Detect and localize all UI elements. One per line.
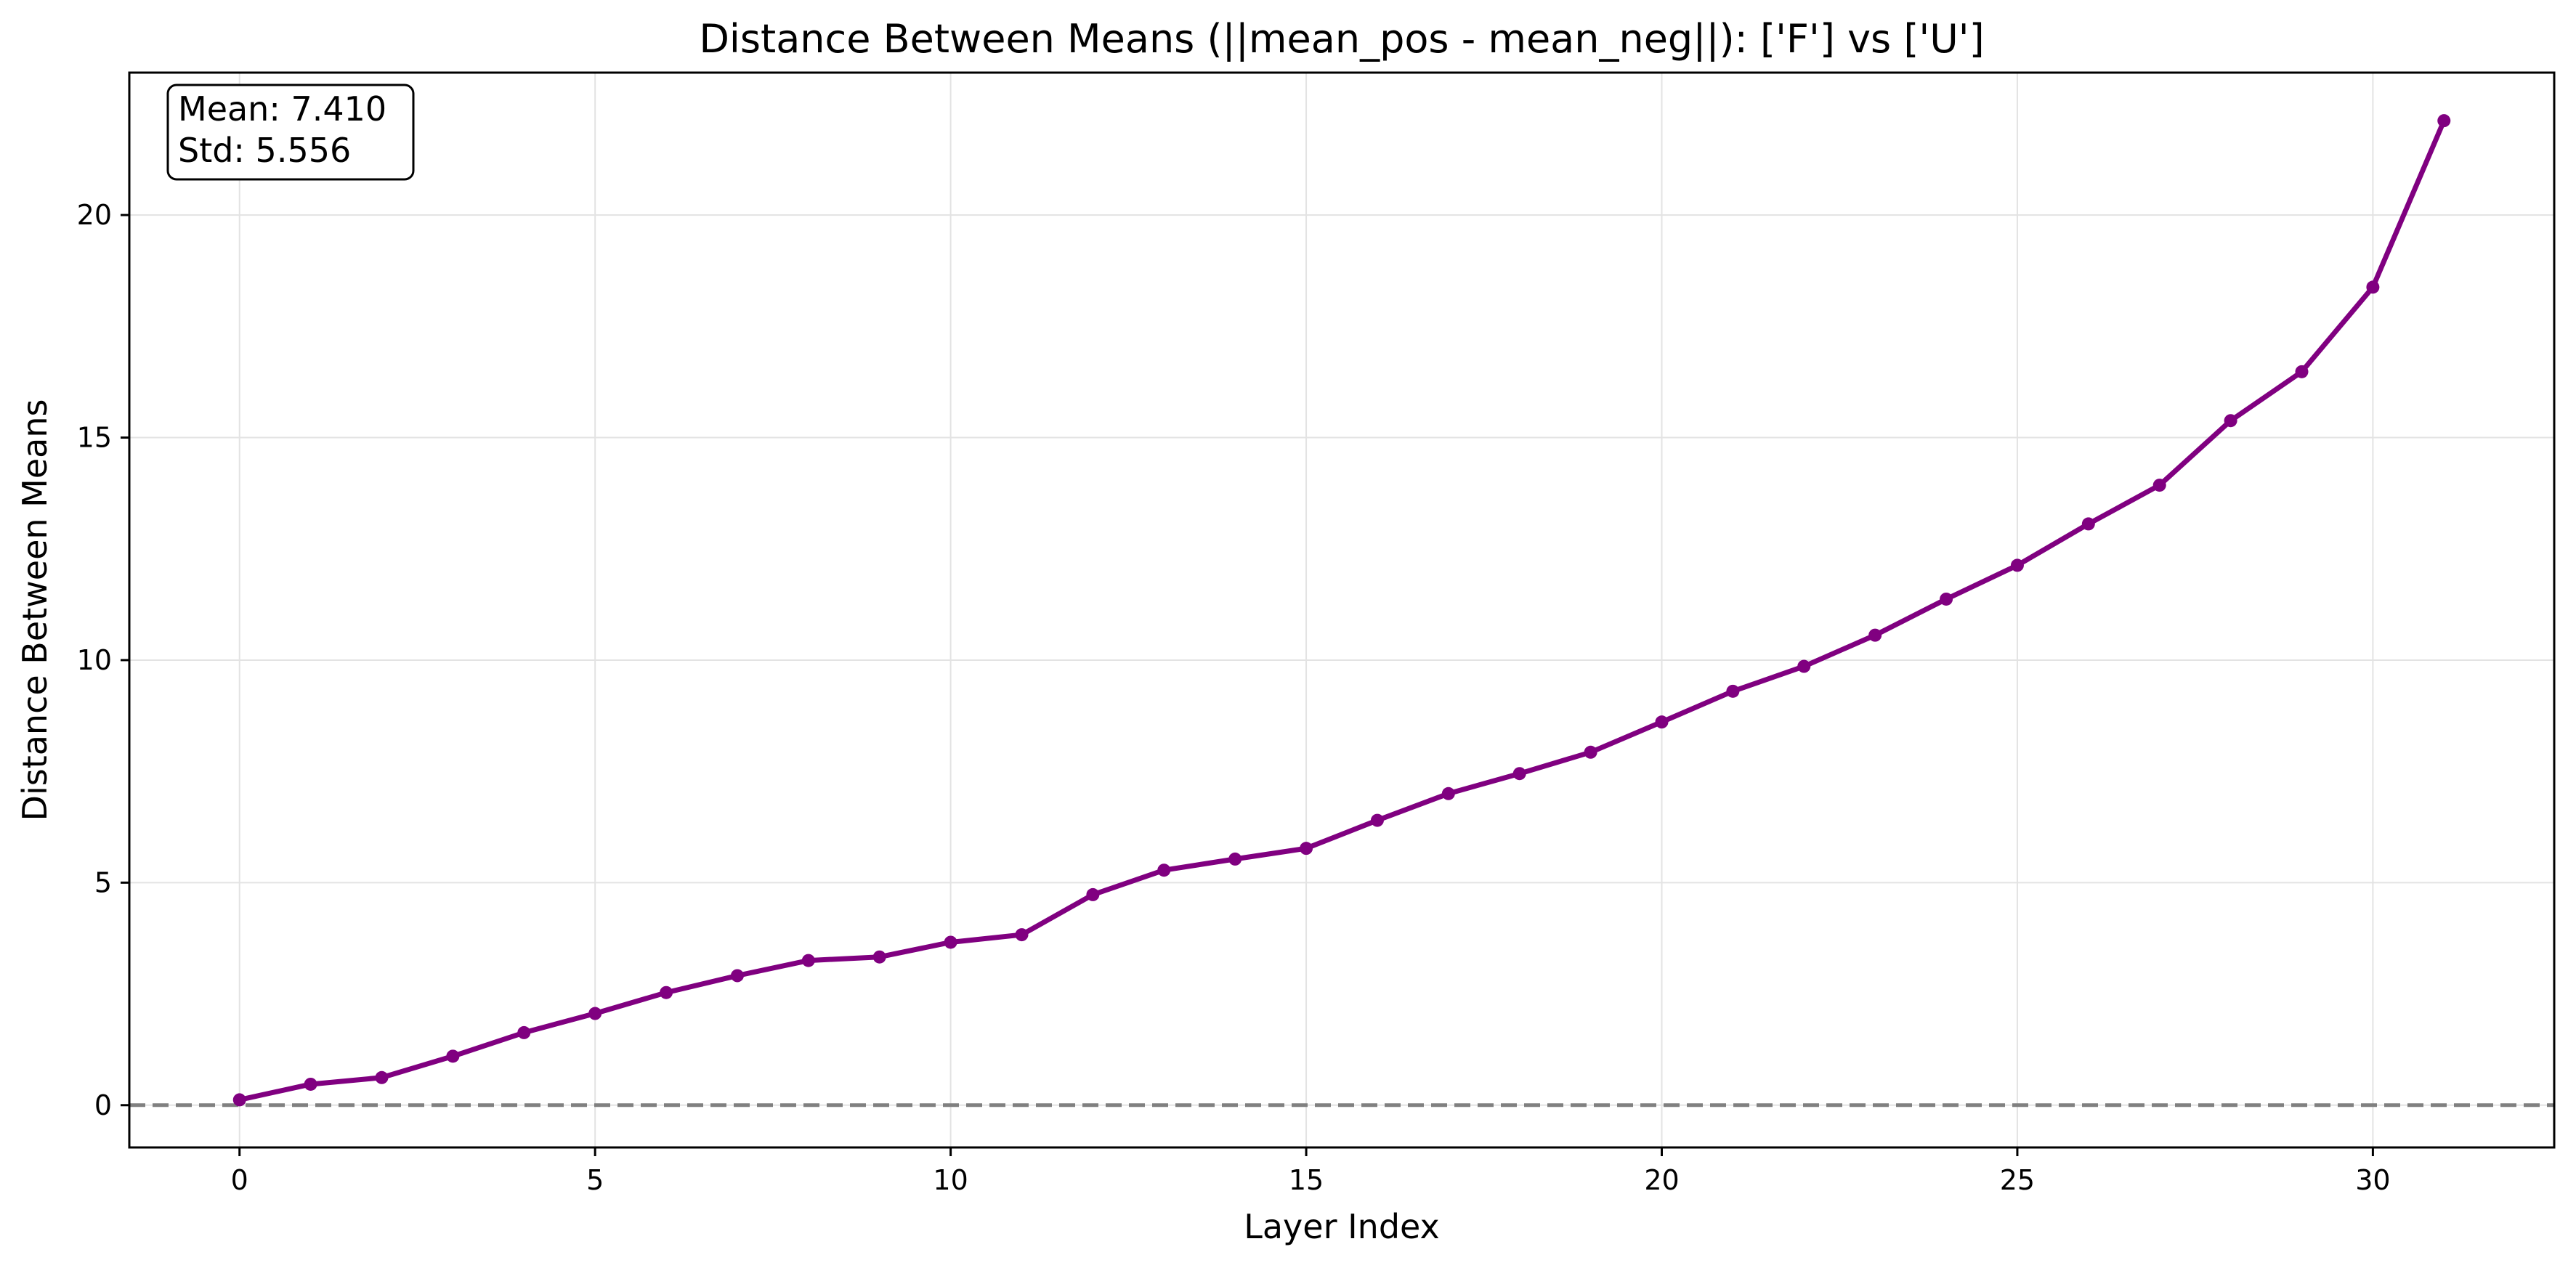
data-point [1157, 863, 1171, 877]
y-axis-label: Distance Between Means [15, 399, 54, 821]
data-point [375, 1070, 389, 1084]
data-point [1441, 787, 1455, 800]
stats-annotation-box: Mean: 7.410 Std: 5.556 [166, 84, 415, 181]
plot-area-frame [128, 71, 2556, 1149]
data-point [446, 1049, 460, 1063]
data-point [801, 954, 815, 967]
data-point [1726, 684, 1740, 698]
stats-std: Std: 5.556 [178, 131, 351, 170]
x-tick-label: 20 [1644, 1164, 1679, 1196]
data-point [1940, 592, 1953, 606]
x-axis-label: Layer Index [1244, 1207, 1440, 1246]
x-tick-label: 15 [1289, 1164, 1324, 1196]
data-point [232, 1093, 246, 1107]
data-point [304, 1077, 317, 1091]
data-point [1086, 887, 1100, 901]
data-point [2366, 280, 2380, 294]
x-tick-label: 10 [933, 1164, 968, 1196]
x-tick-label: 5 [586, 1164, 604, 1196]
data-point [2437, 114, 2451, 128]
data-point [1797, 659, 1811, 673]
data-point [2295, 365, 2309, 378]
chart-title: Distance Between Means (||mean_pos - mea… [699, 16, 1984, 62]
data-point [1300, 842, 1313, 856]
series-line [237, 118, 2447, 1102]
data-point [1370, 813, 1384, 827]
data-point [1868, 628, 1882, 642]
x-tick-label: 0 [231, 1164, 248, 1196]
y-tick-label: 20 [77, 199, 112, 231]
data-point [2010, 558, 2024, 572]
y-tick-label: 10 [77, 644, 112, 676]
x-tick-label: 25 [2000, 1164, 2035, 1196]
data-point [2224, 414, 2237, 428]
data-point [517, 1025, 531, 1039]
data-point [2152, 479, 2166, 492]
data-point [1512, 767, 1526, 781]
stats-box-border [166, 84, 415, 181]
data-point [2081, 517, 2095, 531]
series-layer [232, 114, 2451, 1107]
data-point [1584, 745, 1597, 759]
data-point [1015, 928, 1029, 942]
x-axis-ticks: 0 5 10 15 20 25 30 [231, 1147, 2391, 1196]
y-tick-label: 15 [77, 422, 112, 454]
y-tick-label: 0 [94, 1089, 112, 1121]
data-point [588, 1007, 602, 1020]
data-point [1655, 715, 1669, 729]
x-tick-label: 30 [2355, 1164, 2390, 1196]
y-axis-ticks: 0 5 10 15 20 [77, 199, 129, 1121]
data-point [660, 985, 673, 999]
data-point [1228, 852, 1242, 866]
data-point [944, 935, 957, 949]
data-point [730, 969, 744, 983]
y-tick-label: 5 [94, 866, 112, 898]
stats-mean: Mean: 7.410 [178, 89, 386, 129]
data-point [872, 950, 886, 964]
